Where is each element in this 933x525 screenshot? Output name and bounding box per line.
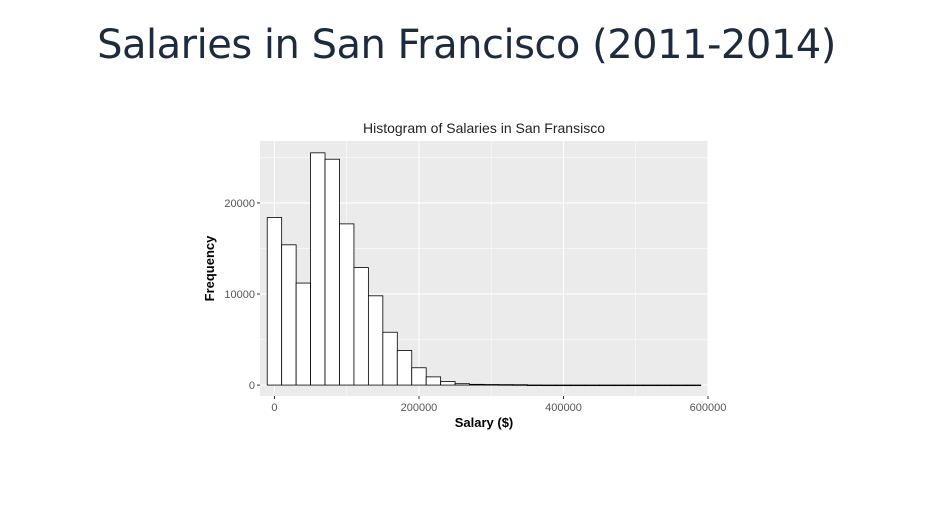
y-tick-label: 0 bbox=[249, 380, 255, 392]
histogram-bar bbox=[339, 223, 355, 386]
histogram-bar bbox=[570, 384, 586, 387]
histogram-bar bbox=[353, 267, 369, 386]
histogram-bar bbox=[266, 217, 283, 386]
histogram-bar bbox=[295, 282, 311, 386]
histogram-bar bbox=[613, 384, 629, 387]
histogram-bar bbox=[469, 383, 485, 386]
histogram-bar bbox=[281, 244, 297, 386]
histogram-bar bbox=[498, 384, 514, 386]
histogram-bar bbox=[555, 384, 572, 387]
histogram-bar bbox=[541, 384, 557, 387]
histogram-bar bbox=[512, 384, 528, 386]
histogram-bar bbox=[685, 384, 702, 387]
x-axis-ticks: 0 200000 400000 600000 bbox=[271, 396, 726, 414]
histogram-bar bbox=[671, 384, 687, 387]
histogram-bar bbox=[657, 384, 673, 387]
histogram-bar bbox=[483, 384, 499, 386]
histogram-bar bbox=[425, 376, 442, 386]
histogram-bar bbox=[628, 384, 644, 387]
y-axis-ticks: 0 10000 20000 bbox=[224, 198, 260, 392]
histogram-bar bbox=[411, 367, 427, 386]
chart-title: Histogram of Salaries in San Fransisco bbox=[363, 120, 605, 136]
y-axis-title: Frequency bbox=[202, 235, 217, 302]
histogram-bar bbox=[382, 331, 398, 386]
histogram-bar bbox=[396, 350, 413, 386]
x-tick-label: 0 bbox=[271, 402, 277, 414]
histogram-bar bbox=[440, 381, 456, 386]
histogram-bar bbox=[642, 384, 658, 387]
y-tick-label: 10000 bbox=[224, 289, 255, 301]
x-tick-label: 200000 bbox=[401, 402, 438, 414]
histogram-bar bbox=[324, 158, 340, 386]
histogram-bars bbox=[266, 152, 702, 387]
y-tick-label: 20000 bbox=[224, 198, 255, 210]
histogram-bar bbox=[310, 152, 326, 386]
x-axis-title: Salary ($) bbox=[455, 415, 514, 430]
histogram-bar bbox=[367, 295, 384, 386]
histogram-bar bbox=[454, 383, 470, 386]
x-tick-label: 400000 bbox=[545, 402, 582, 414]
x-tick-label: 600000 bbox=[690, 402, 727, 414]
histogram-bar bbox=[584, 384, 601, 387]
histogram-bar bbox=[599, 384, 615, 387]
slide-title: Salaries in San Francisco (2011-2014) bbox=[97, 22, 836, 68]
histogram-bar bbox=[526, 384, 543, 386]
